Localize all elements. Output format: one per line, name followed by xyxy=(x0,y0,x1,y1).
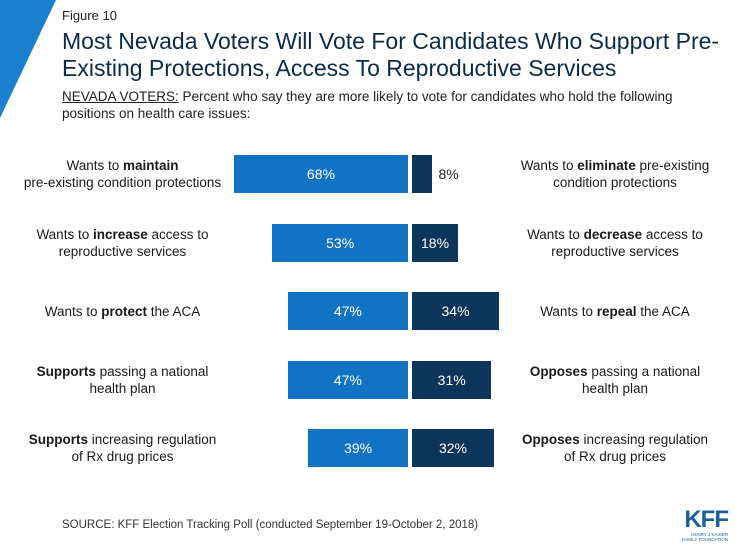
right-label-post: increasing regulation xyxy=(579,432,709,447)
left-label-pre: Wants to xyxy=(36,226,93,242)
left-label-emphasis: maintain xyxy=(123,158,179,173)
left-bar-3 xyxy=(287,292,408,330)
left-label-emphasis: increase xyxy=(92,226,148,242)
right-label-post: access to xyxy=(642,226,703,242)
chart-title: Most Nevada Voters Will Vote For Candida… xyxy=(62,28,720,81)
right-label-pre: Wants to xyxy=(520,158,578,173)
logo-line-1: HENRY J KAISER xyxy=(691,532,728,537)
right-value-label-2: 18% xyxy=(421,234,450,251)
left-label-post: reproductive services xyxy=(58,243,187,259)
left-label-3: Wants to protect the ACA xyxy=(0,303,245,320)
right-value-label-4: 31% xyxy=(437,371,466,388)
left-label-emphasis: protect xyxy=(101,304,147,319)
left-label-2: Wants to increase access to reproductive … xyxy=(0,226,245,260)
right-label-post: health plan xyxy=(581,380,649,396)
left-label-1: Wants to maintain pre-existing condition … xyxy=(0,157,245,191)
right-value-label-1: 8% xyxy=(438,166,459,182)
left-label-pre: Wants to xyxy=(66,158,123,173)
right-label-emphasis: decrease xyxy=(583,226,643,242)
right-label-post: pre-existing xyxy=(635,158,710,173)
right-label-1: Wants to eliminate pre-existing condition… xyxy=(495,157,735,191)
right-label-5: Opposes increasing regulation of Rx drug … xyxy=(495,431,735,465)
left-value-label-1: 68% xyxy=(306,166,335,182)
right-label-emphasis: repeal xyxy=(596,304,637,319)
left-label-4: Supports passing a national health plan xyxy=(0,363,245,397)
left-label-post: of Rx drug prices xyxy=(71,449,174,464)
left-value-label-3: 47% xyxy=(333,303,362,319)
right-label-emphasis: Opposes xyxy=(529,363,588,379)
right-value-label-3: 34% xyxy=(441,303,470,319)
right-label-emphasis: Opposes xyxy=(521,432,580,447)
right-label-emphasis: eliminate xyxy=(577,158,636,173)
left-bar-1 xyxy=(233,155,408,193)
kff-logo: KFF HENRY J KAISER FAMILY FOUNDATION xyxy=(672,506,729,543)
right-bar-5 xyxy=(412,429,494,467)
left-label-pre: Wants to xyxy=(44,304,102,319)
right-bar-1 xyxy=(412,155,433,193)
right-bar-4 xyxy=(412,360,492,399)
right-label-4: Opposes passing a national health plan xyxy=(495,363,735,397)
left-value-label-2: 53% xyxy=(326,234,355,251)
subtitle-lead: NEVADA VOTERS: xyxy=(62,89,179,104)
left-value-label-4: 47% xyxy=(333,371,362,388)
right-value-label-5: 32% xyxy=(438,440,467,456)
corner-decoration xyxy=(0,0,56,118)
logo-mark: KFF xyxy=(684,506,729,533)
right-label-post: passing a national xyxy=(587,363,701,379)
left-bar-5 xyxy=(308,429,408,467)
left-label-emphasis: Supports xyxy=(36,363,96,379)
figure-label: Figure 10 xyxy=(62,8,117,23)
left-bar-2 xyxy=(272,223,408,262)
corner-triangle xyxy=(0,0,56,118)
left-label-post: pre-existing condition protections xyxy=(23,175,222,190)
subtitle-text: Percent who say they are more likely to … xyxy=(62,89,673,121)
left-label-emphasis: Supports xyxy=(28,432,88,447)
left-label-5: Supports increasing regulation of Rx drug… xyxy=(0,431,245,465)
left-label-post: passing a national xyxy=(95,363,209,379)
left-label-post: increasing regulation xyxy=(87,432,217,447)
right-label-pre: Wants to xyxy=(527,226,584,242)
logo-line-2: FAMILY FOUNDATION xyxy=(681,537,728,542)
left-value-label-5: 39% xyxy=(344,440,373,456)
left-label-post: the ACA xyxy=(147,304,201,319)
left-bar-4 xyxy=(287,360,408,399)
right-label-pre: Wants to xyxy=(540,304,597,319)
right-bar-3 xyxy=(412,292,500,330)
right-label-post: the ACA xyxy=(636,304,690,319)
left-label-post: health plan xyxy=(89,380,156,396)
source-note: SOURCE: KFF Election Tracking Poll (cond… xyxy=(62,519,479,531)
right-label-post: reproductive services xyxy=(551,243,679,259)
right-label-post: of Rx drug prices xyxy=(563,449,667,464)
right-label-2: Wants to decrease access to reproductive … xyxy=(495,226,735,260)
right-bar-2 xyxy=(412,223,459,262)
left-label-post: access to xyxy=(147,226,209,242)
chart-subtitle: NEVADA VOTERS: Percent who say they are … xyxy=(62,88,722,122)
right-label-post: condition protections xyxy=(553,175,677,190)
right-label-3: Wants to repeal the ACA xyxy=(495,303,735,320)
